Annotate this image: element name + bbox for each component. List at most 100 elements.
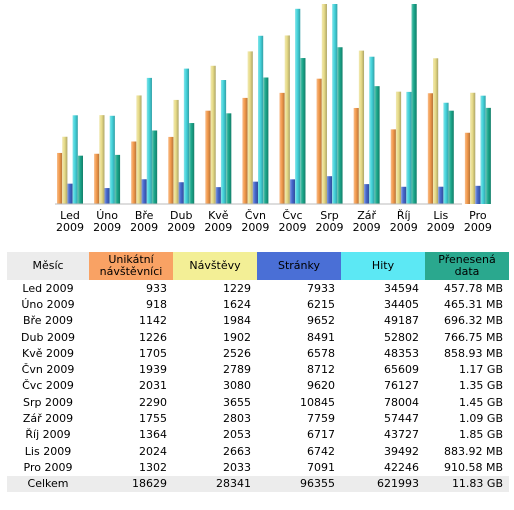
cell-hits: 34405: [384, 297, 419, 311]
bar-pages: [364, 184, 370, 204]
table-row: Úno 2009 918 1624 6215 34405 465.31 MB: [7, 296, 509, 312]
x-axis-labels: Led2009Úno2009Bře2009Dub2009Kvě2009Čvn20…: [56, 209, 492, 234]
cell-visits: 3080: [223, 379, 251, 393]
bar-pages: [141, 179, 147, 204]
cell-unique-visitors: 1364: [139, 428, 167, 442]
x-tick-label-year: 2009: [353, 221, 381, 234]
cell-pages: 6717: [307, 428, 335, 442]
bar-pages: [289, 179, 296, 204]
cell-month: Kvě 2009: [22, 346, 74, 360]
bar-visits: [395, 91, 402, 204]
cell-month: Srp 2009: [23, 395, 73, 409]
table-row: Zář 2009 1755 2803 7759 57447 1.09 GB: [7, 410, 509, 426]
bar-hits: [72, 115, 78, 204]
cell-visits: 2526: [223, 346, 251, 360]
cell-pages: 6742: [307, 444, 335, 458]
bar-transferred-data: [263, 77, 269, 204]
x-tick-label-year: 2009: [278, 221, 306, 234]
cell-unique-visitors: 933: [146, 281, 167, 295]
bar-transferred-data: [151, 130, 158, 204]
cell-unique-visitors: 1939: [139, 363, 167, 377]
cell-pages: 7933: [307, 281, 335, 295]
bar-transferred-data: [374, 86, 380, 204]
bar-visits: [321, 4, 327, 204]
cell-unique-visitors: 18629: [89, 475, 173, 492]
table-row: Čvc 2009 2031 3080 9620 76127 1.35 GB: [7, 378, 509, 394]
table-row: Led 2009 933 1229 7933 34594 457.78 MB: [7, 280, 509, 296]
bar-hits: [406, 91, 412, 204]
bar-unique-visitors: [94, 153, 100, 204]
chart-bars: [57, 4, 491, 205]
header-pages: Stránky: [257, 252, 341, 280]
x-tick-label-month: Srp: [320, 209, 339, 222]
table-row: Čvn 2009 1939 2789 8712 65609 1.17 GB: [7, 361, 509, 377]
bar-unique-visitors: [279, 92, 285, 204]
cell-unique-visitors: 1302: [139, 460, 167, 474]
header-hits: Hity: [341, 252, 425, 280]
monthly-bar-chart: Led2009Úno2009Bře2009Dub2009Kvě2009Čvn20…: [55, 4, 492, 234]
bar-pages: [104, 188, 110, 204]
x-tick-label-year: 2009: [204, 221, 232, 234]
bar-unique-visitors: [205, 110, 211, 204]
cell-visits: 1229: [223, 281, 251, 295]
cell-pages: 7091: [307, 460, 335, 474]
bar-visits: [470, 92, 476, 204]
bar-hits: [146, 77, 152, 204]
bar-transferred-data: [77, 155, 83, 204]
x-tick-label-year: 2009: [390, 221, 418, 234]
cell-hits: 48353: [384, 346, 419, 360]
cell-transferred-data: 766.75 MB: [443, 330, 503, 344]
cell-month: Zář 2009: [22, 412, 74, 426]
cell-month: Dub 2009: [21, 330, 75, 344]
table-row: Kvě 2009 1705 2526 6578 48353 858.93 MB: [7, 345, 509, 361]
cell-hits: 42246: [384, 460, 419, 474]
cell-pages: 8712: [307, 363, 335, 377]
bar-pages: [438, 186, 444, 204]
cell-transferred-data: 1.35 GB: [458, 379, 503, 393]
bar-transferred-data: [448, 110, 454, 204]
x-tick-label-year: 2009: [427, 221, 455, 234]
cell-month: Bře 2009: [22, 314, 74, 328]
x-tick-label-year: 2009: [241, 221, 269, 234]
cell-visits: 1984: [223, 314, 251, 328]
cell-month: Lis 2009: [24, 444, 72, 458]
x-tick-label-month: Říj: [397, 209, 411, 222]
bar-unique-visitors: [390, 129, 396, 204]
table-row: Říj 2009 1364 2053 6717 43727 1.85 GB: [7, 427, 509, 443]
bar-pages: [67, 183, 73, 204]
x-tick-label-month: Kvě: [208, 209, 229, 222]
cell-unique-visitors: 918: [146, 297, 167, 311]
bar-unique-visitors: [168, 136, 174, 204]
x-tick-label-month: Led: [60, 209, 80, 222]
cell-visits: 2803: [223, 412, 251, 426]
bar-hits: [369, 56, 375, 205]
bar-transferred-data: [411, 4, 417, 204]
cell-pages: 9620: [307, 379, 335, 393]
cell-transferred-data: 1.17 GB: [458, 363, 503, 377]
table-body: Led 2009 933 1229 7933 34594 457.78 MB Úno 200…: [7, 280, 509, 492]
cell-visits: 2053: [223, 428, 251, 442]
cell-visits: 2789: [223, 363, 251, 377]
x-tick-label-year: 2009: [93, 221, 121, 234]
cell-transferred-data: 1.45 GB: [458, 395, 503, 409]
bar-unique-visitors: [353, 107, 359, 204]
cell-transferred-data: 858.93 MB: [443, 346, 503, 360]
cell-hits: 65609: [384, 363, 419, 377]
bar-transferred-data: [300, 58, 306, 204]
cell-transferred-data: 465.31 MB: [443, 297, 503, 311]
cell-pages: 96355: [257, 475, 341, 492]
x-tick-label-month: Bře: [135, 209, 154, 222]
cell-visits: 1624: [223, 297, 251, 311]
bar-hits: [258, 35, 264, 204]
cell-month: Celkem: [7, 475, 89, 492]
cell-transferred-data: 1.85 GB: [458, 428, 503, 442]
bar-visits: [210, 65, 216, 204]
bar-visits: [358, 50, 365, 205]
cell-visits: 2033: [223, 460, 251, 474]
table-row: Dub 2009 1226 1902 8491 52802 766.75 MB: [7, 329, 509, 345]
cell-pages: 8491: [307, 330, 335, 344]
cell-pages: 6215: [307, 297, 335, 311]
bar-pages: [401, 186, 407, 204]
x-tick-label-month: Čvc: [282, 209, 302, 222]
bar-unique-visitors: [242, 97, 248, 204]
